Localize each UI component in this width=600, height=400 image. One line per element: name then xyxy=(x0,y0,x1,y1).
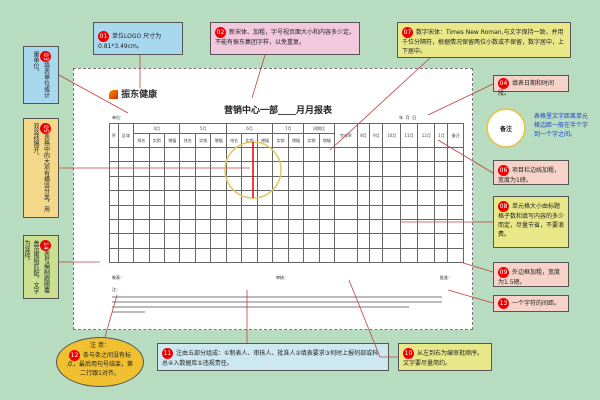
col-header: 7月 xyxy=(272,123,305,134)
sub-header: 排名 xyxy=(225,133,243,148)
sub-header: 实销 xyxy=(303,133,320,148)
callout-14: 14表号编制跟随覆盖范围相匹配，文字为竖排。 xyxy=(23,235,59,299)
callout-11: 11 注由五部分组成：①制表人、审核人、批准人②填表要求③何时上报何部或科总④入数… xyxy=(157,343,389,371)
col-header: 6月 xyxy=(225,123,274,134)
col-header: 区域 xyxy=(117,123,135,148)
reviewed-by: 审核： xyxy=(276,275,288,280)
report-table: 序区域 4月 5月 6月 7月 同期比 完成率 8月 9月 10月 11月 12月 1月 备注 排名 实销 增幅… xyxy=(109,123,464,264)
sub-header: 增幅 xyxy=(256,133,274,148)
callout-13: 13 一个字符的间距。 xyxy=(493,295,569,312)
table-row xyxy=(109,146,464,163)
sub-header: 实销 xyxy=(194,133,212,148)
callout-05: 05表格中的大项有横竖分类，用双竖线隔开。 xyxy=(23,118,59,218)
col-header: 同期比 xyxy=(303,123,336,134)
table-row xyxy=(109,204,464,220)
callout-04: 04 填表日期和时间段。 xyxy=(493,75,569,97)
logo: 振东健康 xyxy=(109,87,157,100)
col-header: 序 xyxy=(109,123,119,148)
sub-header: 实销 xyxy=(241,133,258,148)
col-header: 完成率 xyxy=(334,123,358,148)
callout-06: 06 项目栏边线加粗，宽度为1磅。 xyxy=(493,160,569,185)
callout-09: 09 外边框加粗，宽度为1.5磅。 xyxy=(493,262,569,287)
sub-header: 增幅 xyxy=(210,133,227,148)
report-title: 营销中心一部____月月报表 xyxy=(224,106,333,116)
callout-12: 注 意： 12 条与条之间没有标点，最后用句号结束，第二行跟1对齐。 xyxy=(56,337,144,387)
col-header: 9月 xyxy=(369,123,384,148)
sub-header: 增幅 xyxy=(318,133,336,148)
table-row xyxy=(109,161,464,177)
col-header: 备注 xyxy=(447,123,464,148)
col-header: 11月 xyxy=(399,123,419,148)
callout-02: 02 新宋体、加粗，字号视页面大小和内容多少定。不能有振东集团字样，以免重复。 xyxy=(210,22,360,55)
callout-01: 01 单位LOGO 尺寸为0.81*3.49cm。 xyxy=(93,22,183,55)
sub-header: 实销 xyxy=(148,133,166,148)
col-header: 8月 xyxy=(356,123,371,148)
col-header: 4月 xyxy=(133,123,181,134)
sub-header: 实销 xyxy=(272,133,289,148)
magnifier-note: 表格里文字距离单元格边距一般在半个字到一个字之间。 xyxy=(534,113,589,138)
col-header: 10月 xyxy=(382,123,401,148)
table-row xyxy=(109,190,464,206)
sub-header: 增幅 xyxy=(287,133,305,148)
sub-header: 排名 xyxy=(179,133,196,148)
callout-07: 07 数字宋体：Times New Roman,与文字保持一致，并用千位分隔符，根… xyxy=(397,22,571,58)
table-row xyxy=(109,233,464,249)
sub-header: 增幅 xyxy=(163,133,181,148)
col-header: 1月 xyxy=(434,123,449,148)
sub-header: 排名 xyxy=(133,133,150,148)
magnifier: 备注 xyxy=(486,108,526,148)
notes: 注： xyxy=(112,287,442,316)
col-header: 12月 xyxy=(417,123,436,148)
approved-by: 批准： xyxy=(440,275,452,280)
table-row xyxy=(109,218,464,235)
report-document: 振东健康 营销中心一部____月月报表 单位： 年 月 日 序区域 4月 5月 6月 7… xyxy=(73,68,473,330)
table-row xyxy=(109,175,464,192)
prepared-by: 制表： xyxy=(112,275,124,280)
callout-08: 08 单元格大小由标题格子数和填写内容的多少而定，尽量节省，不要浪费。 xyxy=(493,196,569,248)
callout-03: 03填表单位或计量单位。 xyxy=(23,46,59,104)
date-label: 年 月 日 xyxy=(399,115,417,120)
table-row xyxy=(109,247,464,264)
col-header: 5月 xyxy=(179,123,227,134)
unit-label: 单位： xyxy=(112,115,124,120)
callout-10: 10 从左到右为编审批顺序。文字要尽量简约。 xyxy=(398,343,492,371)
